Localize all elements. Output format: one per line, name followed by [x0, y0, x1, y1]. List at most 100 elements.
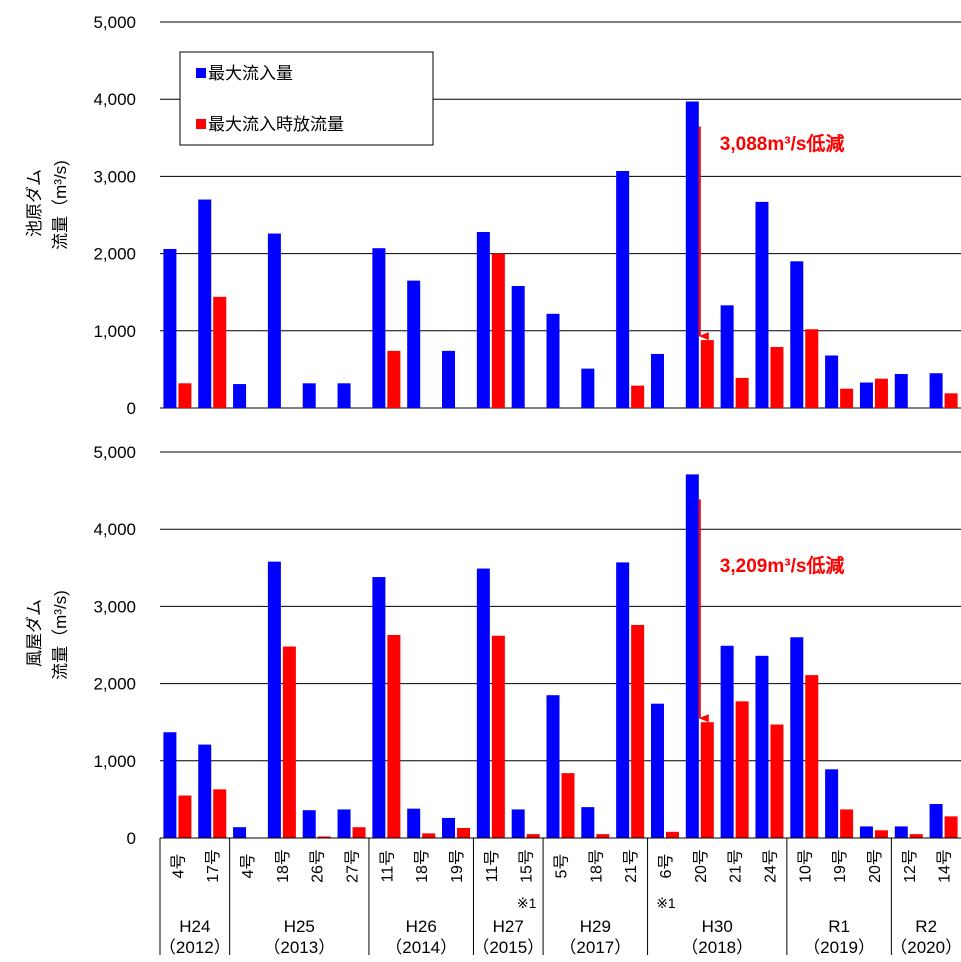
- bar-discharge-14: [631, 385, 645, 408]
- bar-discharge-10: [491, 635, 505, 838]
- group-label: H26: [406, 917, 437, 936]
- bar-inflow-12: [546, 313, 560, 408]
- chart-panels: 0 1,000 2,000 3,000 4,000 5,000 池原ダム 流量（m³/s) 3,…: [25, 13, 961, 848]
- legend-box: [179, 51, 434, 146]
- bar-inflow-14: [616, 170, 630, 408]
- category-label: 19号: [448, 849, 466, 883]
- bar-discharge-9: [457, 827, 471, 838]
- bar-discharge-6: [352, 827, 366, 838]
- group-label: R1: [828, 917, 850, 936]
- bar-inflow-23: [929, 804, 943, 838]
- bar-inflow-6: [337, 809, 351, 838]
- bar-discharge-7: [387, 350, 401, 408]
- bar-discharge-5: [317, 836, 331, 838]
- bar-inflow-5: [302, 383, 316, 408]
- y-tick-label: 1,000: [93, 752, 136, 771]
- bar-inflow-18: [755, 655, 769, 838]
- category-label: 19号: [831, 849, 849, 883]
- bar-inflow-13: [581, 368, 595, 408]
- bar-inflow-3: [233, 827, 247, 838]
- bar-discharge-20: [840, 809, 854, 838]
- group-label: H24: [179, 917, 210, 936]
- legend-label-inflow: 最大流入量: [208, 64, 293, 83]
- y-tick-label: 5,000: [93, 13, 136, 32]
- group-label: H29: [580, 917, 611, 936]
- bar-inflow-17: [720, 645, 734, 838]
- bar-discharge-16: [700, 722, 714, 838]
- bar-discharge-18: [770, 724, 784, 838]
- category-label: 4号: [239, 854, 257, 879]
- bar-discharge-19: [805, 675, 819, 838]
- bar-discharge-16: [700, 340, 714, 408]
- category-label: 15号: [518, 849, 536, 883]
- category-label: 12号: [901, 849, 919, 883]
- y-tick-label: 4,000: [93, 90, 136, 109]
- chart-legend: 最大流入量 最大流入時放流量: [179, 51, 434, 146]
- category-note: ※1: [656, 895, 676, 911]
- group-label: H30: [702, 917, 733, 936]
- bar-discharge-18: [770, 347, 784, 408]
- bar-discharge-15: [665, 831, 679, 838]
- bar-inflow-22: [894, 826, 908, 838]
- group-year: （2015）: [472, 938, 544, 957]
- bar-inflow-22: [894, 374, 908, 408]
- y-tick-label: 4,000: [93, 520, 136, 539]
- bar-discharge-2: [213, 789, 227, 838]
- y-tick-label: 0: [127, 399, 136, 418]
- category-label: 18号: [587, 849, 605, 883]
- bar-inflow-19: [790, 261, 804, 408]
- bar-inflow-14: [616, 562, 630, 838]
- category-label: 17号: [204, 849, 222, 883]
- group-year: （2014）: [385, 938, 457, 957]
- bar-inflow-12: [546, 695, 560, 838]
- bar-inflow-16: [685, 101, 699, 409]
- category-label: 11号: [378, 850, 396, 883]
- bar-discharge-4: [282, 646, 296, 838]
- category-label: 24号: [761, 849, 779, 883]
- bar-discharge-8: [422, 833, 436, 838]
- bar-inflow-1: [163, 248, 177, 408]
- category-label: 20号: [692, 849, 710, 883]
- bar-inflow-4: [267, 233, 281, 408]
- group-year: （2019）: [803, 938, 875, 957]
- y-tick-label: 5,000: [93, 443, 136, 462]
- bar-discharge-12: [561, 773, 575, 838]
- bar-inflow-23: [929, 373, 943, 408]
- bar-inflow-20: [825, 769, 839, 838]
- legend-swatch-discharge: [196, 119, 206, 129]
- bar-inflow-6: [337, 383, 351, 408]
- y-tick-label: 2,000: [93, 675, 136, 694]
- y-tick-label: 3,000: [93, 167, 136, 186]
- bar-inflow-2: [198, 744, 212, 838]
- bar-inflow-9: [442, 350, 456, 408]
- bar-discharge-21: [874, 830, 888, 838]
- bar-discharge-19: [805, 329, 819, 408]
- y-tick-label: 0: [127, 829, 136, 848]
- legend-swatch-inflow: [196, 68, 206, 78]
- bar-inflow-5: [302, 810, 316, 838]
- bar-inflow-11: [511, 286, 525, 408]
- bar-discharge-17: [735, 701, 749, 838]
- category-note: ※1: [517, 895, 537, 911]
- bar-inflow-3: [233, 384, 247, 408]
- bar-inflow-8: [407, 280, 421, 408]
- category-label: 6号: [657, 854, 675, 879]
- bar-inflow-13: [581, 807, 595, 838]
- panel-1: 0 1,000 2,000 3,000 4,000 5,000 池原ダム 流量（m³/s) 3,…: [25, 13, 961, 418]
- reduction-annotation: 3,209m³/s低減: [720, 554, 845, 577]
- bar-inflow-11: [511, 809, 525, 838]
- category-label: 27号: [344, 849, 362, 883]
- bar-discharge-1: [178, 383, 192, 408]
- category-label: 4号: [169, 854, 187, 879]
- bar-discharge-20: [840, 388, 854, 408]
- category-label: 18号: [413, 849, 431, 883]
- bar-discharge-10: [491, 253, 505, 408]
- bar-inflow-1: [163, 732, 177, 838]
- group-year: （2020）: [890, 938, 961, 957]
- category-label: 11号: [483, 850, 501, 883]
- group-label: H27: [493, 917, 524, 936]
- bar-discharge-21: [874, 378, 888, 408]
- y-axis-label-line2: 流量（m³/s): [51, 590, 70, 680]
- category-axis: 4号 17号 4号 18号 26号 27号 11号 18号 19号 11号 15号 ※1 5号 18号 21…: [159, 837, 961, 957]
